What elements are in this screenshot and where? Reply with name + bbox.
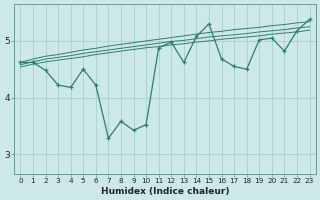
X-axis label: Humidex (Indice chaleur): Humidex (Indice chaleur) (101, 187, 229, 196)
